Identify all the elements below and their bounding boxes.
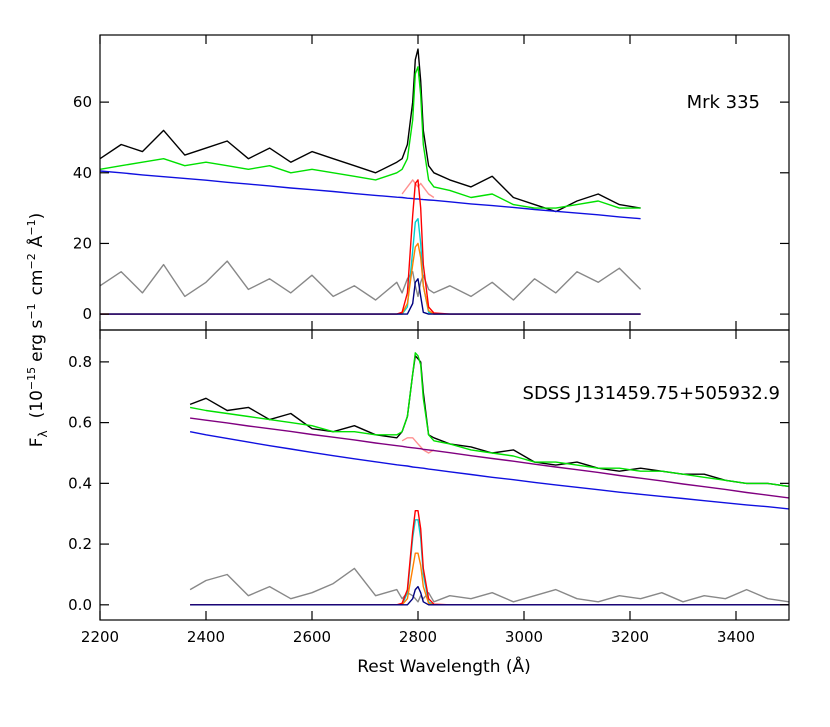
spectrum-line [100,278,641,315]
x-tick-label: 3200 [611,628,649,646]
spectrum-line [100,179,641,315]
y-tick-label: 0 [82,305,92,323]
spectrum-line [100,242,641,315]
spectrum-line [189,567,789,603]
spectrum-line [401,437,435,454]
x-tick-label: 2600 [293,628,331,646]
y-label-part: F [27,437,47,447]
x-axis-label: Rest Wavelength (Å) [357,655,531,677]
x-tick-label: 2400 [187,628,225,646]
y-label-part: −1 [25,303,38,319]
x-tick-label: 2200 [81,628,119,646]
spectrum-line [100,218,641,315]
y-tick-label: 60 [73,93,92,111]
y-tick-label: 0.2 [68,535,92,553]
y-label-part: ) [27,213,47,220]
x-tick-label: 3000 [505,628,543,646]
spectrum-line [190,417,789,499]
plot-area [100,48,642,315]
axes-frame [99,34,790,331]
y-label-part: cm [27,270,47,296]
spectrum-line [190,510,789,606]
y-label-part: λ [36,430,50,437]
spectrum-line [100,260,642,301]
axes-frame [99,329,790,621]
y-tick-label: 0.4 [68,474,92,492]
y-axis-label: Fλ(10−15erg s−1cm−2Å−1) [25,213,50,447]
y-label-part: Å [25,235,47,247]
x-tick-label: 3400 [717,628,755,646]
annotation: Mrk 335 [687,92,760,113]
y-label-part: erg s [27,319,47,361]
spectrum-line [100,66,641,209]
y-tick-label: 20 [73,234,92,252]
spectrum-line [100,48,641,213]
spectrum-line [189,431,789,510]
y-label-part: −15 [25,367,38,390]
y-label-part: −1 [25,219,38,235]
y-tick-label: 0.8 [68,353,92,371]
y-tick-label: 40 [73,164,92,182]
spectrum-line [190,585,789,606]
spectrum-line [100,170,641,220]
annotation: SDSS J131459.75+505932.9 [523,383,780,404]
y-tick-label: 0.0 [68,596,92,614]
y-tick-label: 0.6 [68,414,92,432]
y-label-part: (10 [27,390,47,418]
y-label-part: −2 [25,253,38,269]
x-tick-label: 2800 [399,628,437,646]
plot-area [189,352,789,606]
spectrum-line [189,352,789,488]
